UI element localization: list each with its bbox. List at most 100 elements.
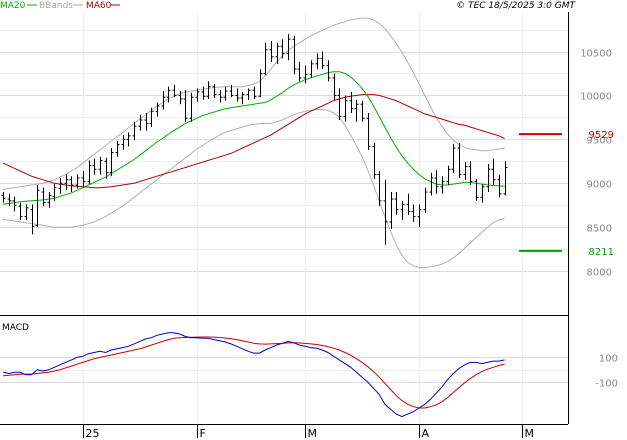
ohlc-bar	[503, 161, 508, 196]
ohlc-bar	[212, 84, 217, 99]
ohlc-bar	[189, 92, 194, 122]
ohlc-bar	[394, 192, 399, 215]
macd-lines	[2, 332, 505, 418]
ohlc-bar	[81, 170, 86, 188]
ma60-line	[2, 94, 505, 189]
ohlc-bar	[115, 141, 120, 157]
ohlc-bar	[349, 91, 354, 113]
macd-panel: 100 -100 MACD	[0, 318, 618, 424]
ohlc-bar	[343, 95, 348, 122]
ohlc-bar	[235, 88, 240, 102]
ohlc-bar	[18, 202, 23, 221]
ma20-line	[2, 71, 505, 205]
legend-ma20: MA20	[0, 1, 26, 11]
ohlc-bar	[486, 163, 491, 193]
ohlc-bar	[104, 157, 109, 179]
macd-gridlines	[0, 318, 568, 424]
ohlc-bar	[121, 134, 126, 150]
legend: MA20 BBands MA60	[0, 1, 120, 11]
ohlc-bar	[468, 161, 473, 186]
ohlc-bar	[275, 42, 280, 64]
copyright-label: © TEC 18/5/2025 3:0 GMT	[456, 1, 576, 11]
ohlc-bar	[383, 179, 388, 245]
price-levels: 9529 8211	[519, 130, 614, 258]
ohlc-bar	[7, 193, 12, 207]
ohlc-bar	[240, 91, 245, 105]
price-tick-label: 8000	[587, 268, 612, 279]
price-tick-label: 9500	[587, 136, 612, 147]
ohlc-bar	[64, 174, 69, 191]
ohlc-bar	[144, 113, 149, 131]
ohlc-bar	[474, 178, 479, 201]
ohlc-bar	[92, 158, 97, 175]
ohlc-bar	[463, 162, 468, 180]
ohlc-bar	[41, 187, 46, 207]
ohlc-bar	[320, 51, 325, 70]
macd-tick-label: -100	[595, 379, 618, 390]
ohlc-bar	[223, 86, 228, 101]
x-tick-label: A	[422, 427, 430, 440]
ohlc-bar	[149, 107, 154, 128]
x-tick-label: 25	[86, 427, 100, 440]
ohlc-bar	[480, 184, 485, 203]
ohlc-bar	[389, 192, 394, 229]
ohlc-bar	[297, 62, 302, 82]
ohlc-bar	[372, 142, 377, 179]
ohlc-bar	[58, 177, 63, 194]
price-tick-label: 10500	[580, 49, 612, 60]
ohlc-bars	[1, 33, 508, 245]
ohlc-bar	[178, 91, 183, 105]
ohlc-bar	[126, 132, 131, 147]
level-label-9529: 9529	[589, 130, 614, 141]
bbands-lower-line	[2, 109, 505, 269]
ohlc-bar	[440, 176, 445, 194]
ohlc-bar	[434, 170, 439, 194]
ohlc-bar	[400, 200, 405, 221]
ohlc-bar	[138, 114, 143, 131]
ohlc-bar	[354, 99, 359, 122]
ohlc-bar	[366, 113, 371, 150]
ohlc-bar	[315, 53, 320, 70]
level-label-8211: 8211	[589, 247, 614, 258]
ohlc-bar	[417, 204, 422, 228]
ohlc-bar	[292, 35, 297, 75]
ohlc-bar	[47, 192, 52, 208]
moving-averages	[2, 71, 505, 205]
price-tick-label: 8500	[587, 224, 612, 235]
legend-ma60: MA60	[86, 1, 112, 11]
ohlc-bar	[491, 158, 496, 186]
ohlc-bar	[429, 172, 434, 196]
ohlc-bar	[155, 102, 160, 117]
ohlc-bar	[269, 40, 274, 63]
ohlc-bar	[24, 204, 29, 221]
macd-tick-label: 100	[599, 354, 618, 365]
ohlc-bar	[30, 204, 35, 235]
ohlc-bar	[423, 187, 428, 214]
ohlc-bar	[98, 156, 103, 175]
ohlc-bar	[229, 84, 234, 98]
ohlc-bar	[252, 86, 257, 99]
ohlc-bar	[172, 84, 177, 98]
ohlc-bar	[497, 174, 502, 198]
ohlc-bar	[166, 86, 171, 103]
ohlc-bar	[183, 90, 188, 122]
ohlc-bar	[87, 160, 92, 185]
ohlc-bar	[52, 184, 57, 201]
ohlc-bar	[280, 39, 285, 59]
x-tick-label: M	[525, 427, 535, 440]
price-tick-label: 9000	[587, 180, 612, 191]
ohlc-bar	[258, 69, 263, 98]
ohlc-bar	[446, 165, 451, 186]
price-axis-ticks: 10500 10000 9500 9000 8500 8000	[580, 49, 612, 279]
ohlc-bar	[1, 192, 6, 203]
ohlc-bar	[286, 33, 291, 61]
macd-line	[2, 332, 505, 418]
ohlc-bar	[132, 121, 137, 141]
ohlc-bar	[411, 204, 416, 222]
ohlc-bar	[332, 73, 337, 100]
ohlc-bar	[451, 143, 456, 173]
ohlc-bar	[406, 193, 411, 215]
ohlc-bar	[109, 148, 114, 177]
x-tick-label: F	[200, 427, 206, 440]
